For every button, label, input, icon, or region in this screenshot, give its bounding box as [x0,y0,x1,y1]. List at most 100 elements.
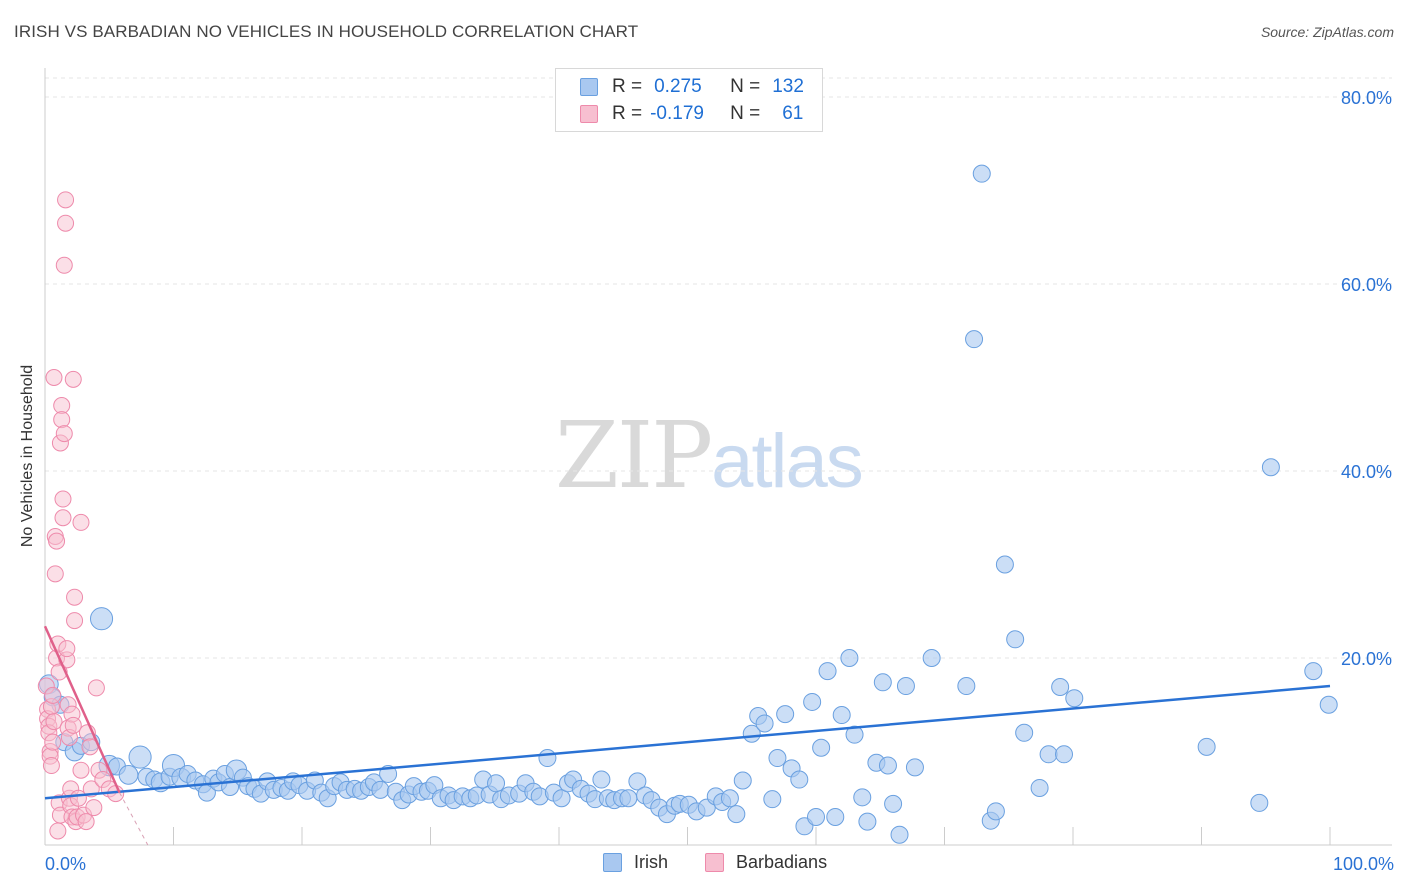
irish-point [763,790,782,809]
legend-n-value: 61 [782,103,804,124]
correlation-legend: R = 0.275 N = 132 R = -0.179 N = 61 [555,68,823,132]
irish-point [826,807,845,826]
trend-lines [43,625,1331,846]
legend-item-barbadians[interactable]: Barbadians [705,852,827,873]
y-tick-label: 20.0% [1341,649,1392,669]
irish-point [995,555,1014,574]
axes [44,68,1392,846]
barbadian-point [48,532,66,550]
irish-point [118,765,139,785]
irish-point [592,770,611,789]
irish-point [755,714,774,733]
irish-point [487,774,506,793]
irish-point [538,749,557,768]
source-label: Source: ZipAtlas.com [1260,24,1394,40]
barbadian-trend-line [43,625,121,794]
legend-row-irish: R = 0.275 N = 132 [580,76,804,98]
barbadian-swatch [580,105,598,123]
irish-point [1015,723,1034,742]
irish-point [853,788,872,807]
irish-legend-label: Irish [634,852,669,872]
irish-point [89,607,114,631]
chart-title: IRISH VS BARBADIAN NO VEHICLES IN HOUSEH… [14,22,639,41]
barbadian-point [66,588,84,606]
barbadian-point [55,256,73,274]
legend-r-label: R = [612,76,643,97]
irish-point [896,677,915,696]
irish-point [1261,458,1280,477]
y-tick-label: 80.0% [1341,88,1392,108]
irish-point [790,770,809,789]
barbadian-trend-extension [119,792,149,846]
irish-point [986,802,1005,821]
irish-point [1055,745,1074,764]
barbadian-point [44,686,62,704]
barbadian-point [53,411,71,429]
barbadian-point [55,425,73,443]
y-tick-label: 60.0% [1341,275,1392,295]
irish-point [1051,677,1070,696]
irish-trend-line [44,684,1331,800]
irish-point [619,789,638,808]
series-legend: Irish Barbadians [0,852,1406,876]
legend-row-barbadians: R = -0.179 N = 61 [580,103,803,125]
barbadian-point [45,713,63,731]
barbadian-point [64,370,82,388]
legend-r-value: 0.275 [654,76,702,97]
irish-point [1039,745,1058,764]
barbadian-point [64,716,82,734]
irish-point [733,771,752,790]
irish-point [818,662,837,681]
barbadian-point [66,612,84,630]
irish-point [128,745,152,769]
barbadian-point [77,813,95,831]
barbadian-legend-label: Barbadians [736,852,828,872]
grid [45,77,1392,659]
irish-point [922,649,941,667]
irish-point [727,805,746,824]
irish-point [807,807,825,826]
barbadian-point [46,565,64,583]
irish-point [884,794,903,813]
y-tick-label: 40.0% [1341,462,1392,482]
irish-point [1065,689,1084,708]
barbadian-point [57,191,75,209]
irish-point [1006,630,1025,649]
legend-n-value: 132 [772,76,804,97]
irish-point [812,738,831,757]
irish-point [1319,695,1338,714]
legend-n-label: N = [730,76,761,97]
barbadian-point [44,733,62,751]
legend-item-irish[interactable]: Irish [603,852,668,873]
irish-point [832,706,851,725]
irish-point [371,780,390,799]
barbadian-point [49,822,67,840]
barbadian-point [54,509,72,527]
barbadian-point [58,640,76,658]
irish-point [552,789,571,808]
irish-point [845,725,864,744]
x-tick-label: 100.0% [1333,854,1394,874]
irish-point [720,789,739,808]
irish-point [840,649,859,667]
barbadian-legend-swatch [705,853,724,872]
irish-point [873,673,892,692]
irish-point [890,825,909,844]
irish-swatch [580,78,598,96]
x-tick-label: 0.0% [45,854,86,874]
barbadian-point [72,513,90,531]
barbadian-point [85,799,103,817]
barbadian-point [87,679,105,697]
irish-point [768,749,787,768]
irish-point [1304,662,1323,681]
irish-point [858,812,877,831]
irish-point [957,677,976,696]
legend-r-label: R = [612,103,643,124]
irish-point [803,692,822,711]
tick-labels: 20.0% 40.0% 60.0% 80.0% 0.0% 100.0% [45,88,1394,874]
barbadian-point [54,490,72,508]
irish-point [965,330,984,349]
barbadian-point [45,369,63,386]
barbadian-point [57,214,75,232]
